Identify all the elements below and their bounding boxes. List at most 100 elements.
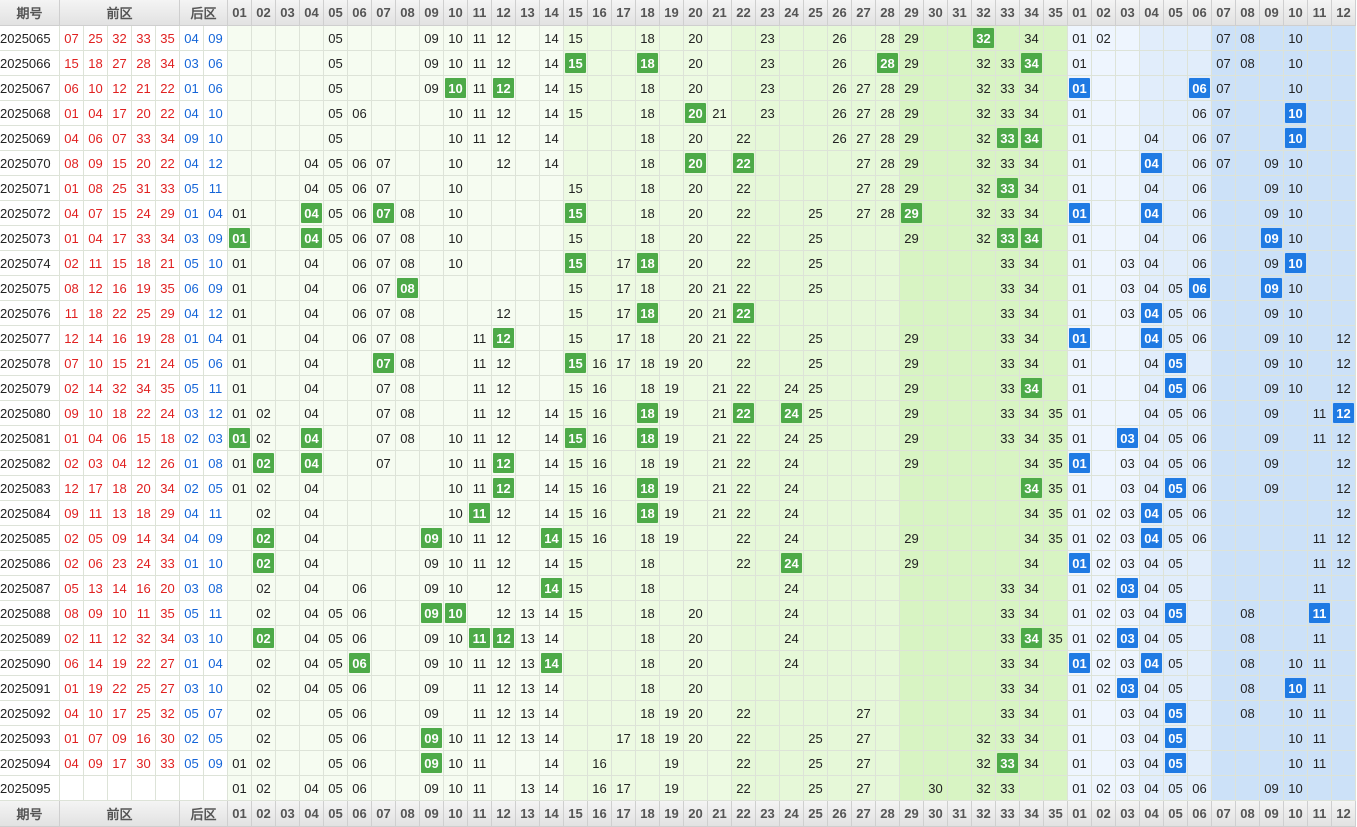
front-cell xyxy=(276,501,300,526)
front-number: 27 xyxy=(108,51,132,76)
front-cell: 22 xyxy=(732,726,756,751)
front-cell xyxy=(828,726,852,751)
hit-number: 12 xyxy=(1333,403,1354,423)
hit-number: 12 xyxy=(493,628,514,648)
front-cell xyxy=(948,501,972,526)
front-cell: 34 xyxy=(1020,751,1044,776)
front-cell: 34 xyxy=(1020,601,1044,626)
front-cell xyxy=(396,676,420,701)
back-cell xyxy=(1188,601,1212,626)
front-cell: 08 xyxy=(396,326,420,351)
header-front-col: 06 xyxy=(348,0,372,26)
hit-number: 05 xyxy=(1165,728,1186,748)
front-cell: 29 xyxy=(900,126,924,151)
front-cell xyxy=(804,451,828,476)
front-cell xyxy=(348,26,372,51)
front-cell xyxy=(900,701,924,726)
footer-front-col: 31 xyxy=(948,801,972,827)
front-cell: 05 xyxy=(324,726,348,751)
front-number: 14 xyxy=(84,376,108,401)
front-number: 17 xyxy=(108,101,132,126)
back-cell xyxy=(1212,376,1236,401)
hit-number: 18 xyxy=(637,403,658,423)
front-cell xyxy=(396,751,420,776)
front-cell: 04 xyxy=(300,651,324,676)
header-back-col: 02 xyxy=(1092,0,1116,26)
header-front-col: 10 xyxy=(444,0,468,26)
front-cell xyxy=(804,526,828,551)
back-cell: 05 xyxy=(1164,501,1188,526)
footer-back-col: 06 xyxy=(1188,801,1212,827)
front-cell: 13 xyxy=(516,701,540,726)
back-cell: 07 xyxy=(1212,76,1236,101)
front-cell xyxy=(228,51,252,76)
front-cell: 08 xyxy=(396,276,420,301)
back-cell xyxy=(1236,426,1260,451)
back-cell xyxy=(1332,201,1356,226)
front-cell: 33 xyxy=(996,776,1020,801)
front-cell xyxy=(756,726,780,751)
footer-front-col: 10 xyxy=(444,801,468,827)
front-cell xyxy=(948,601,972,626)
front-cell xyxy=(828,426,852,451)
front-cell: 10 xyxy=(444,726,468,751)
front-number: 32 xyxy=(132,626,156,651)
back-cell: 01 xyxy=(1068,251,1092,276)
front-cell: 16 xyxy=(588,776,612,801)
back-number: 10 xyxy=(204,126,228,151)
front-cell: 12 xyxy=(492,151,516,176)
front-cell xyxy=(540,351,564,376)
front-cell: 11 xyxy=(468,751,492,776)
front-cell xyxy=(588,651,612,676)
front-cell: 01 xyxy=(228,251,252,276)
front-cell: 04 xyxy=(300,176,324,201)
back-cell xyxy=(1236,276,1260,301)
front-cell xyxy=(972,601,996,626)
front-cell xyxy=(876,651,900,676)
front-cell: 32 xyxy=(972,151,996,176)
footer-back-col: 09 xyxy=(1260,801,1284,827)
front-number: 06 xyxy=(60,76,84,101)
front-cell xyxy=(300,751,324,776)
back-cell: 04 xyxy=(1140,726,1164,751)
front-number: 29 xyxy=(156,201,180,226)
header-front-col: 02 xyxy=(252,0,276,26)
front-number: 09 xyxy=(60,401,84,426)
hit-number: 18 xyxy=(637,253,658,273)
front-cell xyxy=(684,776,708,801)
back-number: 04 xyxy=(180,151,204,176)
back-number: 03 xyxy=(180,51,204,76)
front-cell: 19 xyxy=(660,351,684,376)
front-cell xyxy=(852,626,876,651)
front-cell xyxy=(228,76,252,101)
back-cell xyxy=(1236,151,1260,176)
front-number: 07 xyxy=(108,126,132,151)
front-cell xyxy=(780,201,804,226)
back-cell: 05 xyxy=(1164,751,1188,776)
header-back-col: 09 xyxy=(1260,0,1284,26)
front-cell: 34 xyxy=(1020,376,1044,401)
front-cell xyxy=(948,126,972,151)
front-cell xyxy=(852,226,876,251)
back-cell xyxy=(1212,326,1236,351)
footer-front-col: 06 xyxy=(348,801,372,827)
front-cell xyxy=(468,176,492,201)
header-front-col: 27 xyxy=(852,0,876,26)
front-cell xyxy=(228,601,252,626)
front-cell: 04 xyxy=(300,426,324,451)
front-cell: 21 xyxy=(708,451,732,476)
hit-number: 01 xyxy=(229,428,250,448)
front-cell: 27 xyxy=(852,176,876,201)
back-cell: 09 xyxy=(1260,476,1284,501)
front-cell xyxy=(708,176,732,201)
front-cell: 27 xyxy=(852,701,876,726)
front-cell xyxy=(396,601,420,626)
front-number: 16 xyxy=(132,576,156,601)
header-front-col: 21 xyxy=(708,0,732,26)
back-cell xyxy=(1188,626,1212,651)
front-number: 02 xyxy=(60,251,84,276)
back-cell xyxy=(1284,476,1308,501)
front-cell xyxy=(396,526,420,551)
front-cell: 24 xyxy=(780,476,804,501)
front-cell: 13 xyxy=(516,776,540,801)
